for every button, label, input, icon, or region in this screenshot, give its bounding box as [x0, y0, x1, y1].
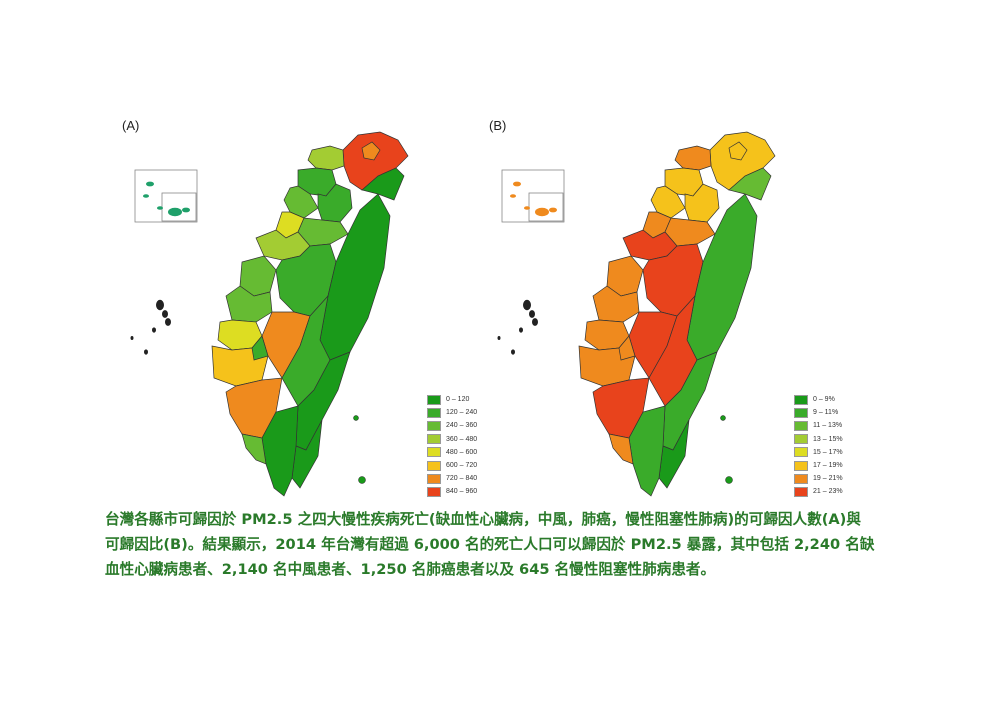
legend-label: 120 – 240 — [446, 409, 478, 417]
panel-a-label: (A) — [122, 118, 140, 133]
penghu-island — [152, 327, 156, 333]
east-island — [725, 476, 733, 484]
panel-a-legend: 0 – 120 120 – 240 240 – 360 360 – 480 480 – … — [427, 393, 477, 499]
legend-label: 13 – 15% — [813, 435, 843, 443]
legend-swatch — [427, 486, 441, 497]
legend-label: 15 – 17% — [813, 448, 843, 456]
county-region-1 — [728, 141, 748, 161]
legend-row: 19 – 21% — [794, 472, 843, 485]
panel-b-legend: 0 – 9% 9 – 11% 11 – 13% 13 – 15% 15 – 17% 17 … — [794, 393, 843, 499]
penghu-island — [497, 336, 501, 340]
inset-island — [524, 206, 530, 210]
legend-row: 480 – 600 — [427, 446, 477, 459]
legend-swatch — [427, 407, 441, 418]
legend-row: 120 – 240 — [427, 406, 477, 419]
legend-label: 720 – 840 — [446, 475, 478, 483]
panel-a-map — [130, 131, 409, 497]
inset-island — [157, 206, 163, 210]
county-region-21 — [261, 405, 299, 497]
legend-swatch — [794, 447, 808, 458]
penghu-island — [165, 318, 171, 326]
penghu-island — [511, 349, 515, 355]
legend-label: 840 – 960 — [446, 488, 478, 496]
panel-b-label: (B) — [489, 118, 507, 133]
legend-row: 11 – 13% — [794, 419, 843, 432]
penghu-island — [144, 349, 148, 355]
inset-island — [168, 207, 182, 217]
inset-island — [510, 194, 516, 198]
legend-row: 0 – 9% — [794, 393, 843, 406]
legend-label: 360 – 480 — [446, 435, 478, 443]
panel-b-map — [497, 131, 776, 497]
legend-label: 21 – 23% — [813, 488, 843, 496]
legend-row: 600 – 720 — [427, 459, 477, 472]
legend-swatch — [427, 447, 441, 458]
penghu-island — [130, 336, 134, 340]
legend-row: 17 – 19% — [794, 459, 843, 472]
legend-row: 240 – 360 — [427, 419, 477, 432]
penghu-island — [156, 299, 164, 311]
county-region-4 — [283, 185, 319, 219]
county-region-23 — [251, 335, 269, 361]
county-region-17 — [728, 167, 772, 201]
inset-island — [143, 194, 149, 198]
legend-swatch — [427, 473, 441, 484]
legend-row: 360 – 480 — [427, 433, 477, 446]
legend-label: 0 – 120 — [446, 396, 470, 404]
legend-swatch — [427, 394, 441, 405]
penghu-island — [529, 310, 535, 318]
penghu-island — [523, 299, 531, 311]
legend-label: 600 – 720 — [446, 462, 478, 470]
legend-swatch — [794, 460, 808, 471]
legend-swatch — [794, 420, 808, 431]
inset-island — [182, 207, 190, 213]
legend-label: 17 – 19% — [813, 462, 843, 470]
legend-swatch — [427, 434, 441, 445]
east-island — [720, 415, 726, 421]
legend-label: 9 – 11% — [813, 409, 839, 417]
county-region-5 — [684, 183, 720, 223]
legend-swatch — [794, 486, 808, 497]
county-region-1 — [361, 141, 381, 161]
legend-row: 9 – 11% — [794, 406, 843, 419]
figure-caption: 台灣各縣市可歸因於 PM2.5 之四大慢性疾病死亡(缺血性心臟病，中風，肺癌，慢… — [105, 511, 875, 578]
east-island — [353, 415, 359, 421]
penghu-island — [162, 310, 168, 318]
county-region-21 — [628, 405, 666, 497]
county-region-22 — [241, 433, 267, 465]
legend-swatch — [427, 420, 441, 431]
legend-row: 0 – 120 — [427, 393, 477, 406]
county-region-22 — [608, 433, 634, 465]
legend-row: 15 – 17% — [794, 446, 843, 459]
county-region-5 — [317, 183, 353, 223]
county-region-23 — [618, 335, 636, 361]
legend-label: 19 – 21% — [813, 475, 843, 483]
inset-island — [146, 181, 154, 187]
inset-island — [535, 207, 549, 217]
county-region-2 — [674, 145, 712, 171]
legend-swatch — [427, 460, 441, 471]
legend-swatch — [794, 407, 808, 418]
legend-row: 21 – 23% — [794, 485, 843, 498]
legend-swatch — [794, 434, 808, 445]
inset-island — [549, 207, 557, 213]
county-region-17 — [361, 167, 405, 201]
inset-island — [513, 181, 521, 187]
penghu-island — [532, 318, 538, 326]
legend-label: 11 – 13% — [813, 422, 843, 430]
east-island — [358, 476, 366, 484]
county-region-2 — [307, 145, 345, 171]
legend-swatch — [794, 473, 808, 484]
legend-row: 720 – 840 — [427, 472, 477, 485]
legend-row: 840 – 960 — [427, 485, 477, 498]
legend-label: 240 – 360 — [446, 422, 478, 430]
legend-label: 480 – 600 — [446, 448, 478, 456]
legend-swatch — [794, 394, 808, 405]
legend-row: 13 – 15% — [794, 433, 843, 446]
legend-label: 0 – 9% — [813, 396, 835, 404]
county-region-4 — [650, 185, 686, 219]
penghu-island — [519, 327, 523, 333]
